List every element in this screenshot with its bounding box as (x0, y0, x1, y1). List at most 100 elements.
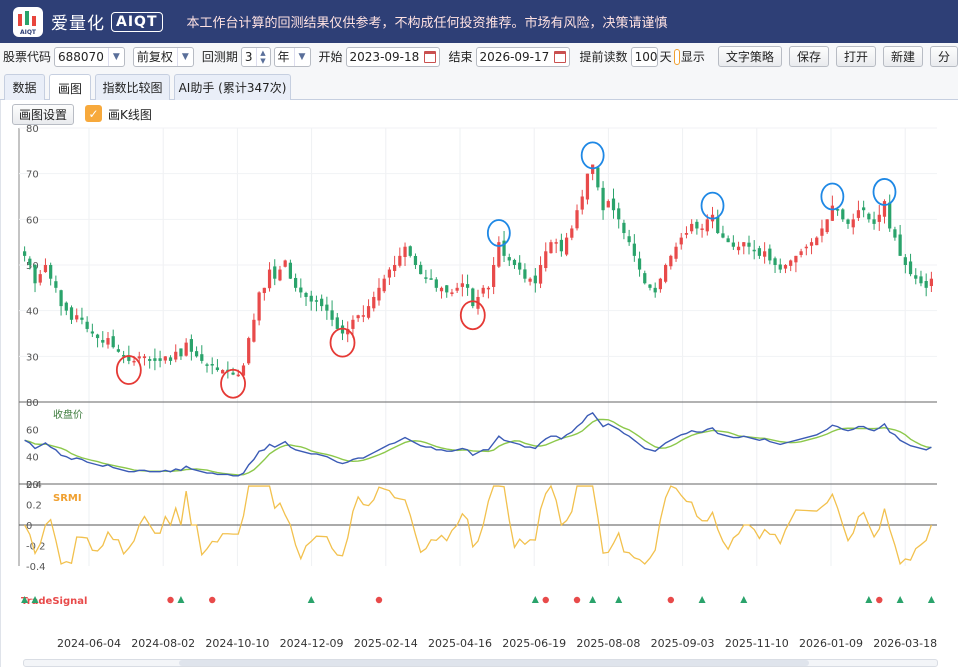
candle (632, 243, 636, 256)
chevron-down-icon[interactable]: ▼ (293, 47, 310, 66)
candle (387, 269, 392, 278)
candle (142, 356, 147, 359)
candle (929, 278, 934, 287)
candle (763, 251, 767, 257)
chart-settings-button[interactable]: 画图设置 (12, 104, 75, 125)
stock-code-select[interactable]: 688070 ▼ (54, 46, 125, 67)
candle (606, 201, 610, 208)
candle (497, 242, 501, 267)
candle (189, 339, 193, 352)
new-button[interactable]: 新建 (882, 46, 923, 67)
tab-data[interactable]: 数据 (4, 74, 45, 100)
candle (903, 257, 907, 265)
candle (882, 201, 887, 217)
scrollbar-thumb[interactable] (179, 660, 809, 666)
buy-signal-marker (307, 596, 315, 603)
candle (809, 242, 814, 246)
period-value: 3 (244, 49, 253, 64)
candle (617, 208, 621, 220)
app-logo[interactable]: AIQT (13, 6, 43, 37)
candle (690, 223, 694, 232)
buy-signal-marker (589, 596, 597, 603)
open-button[interactable]: 打开 (835, 46, 876, 67)
preread-label: 提前读数 (579, 50, 628, 64)
peak-marker (580, 141, 605, 170)
candle (122, 355, 126, 357)
stepper-arrows-icon[interactable]: ▲ ▼ (255, 47, 270, 66)
candle (236, 374, 240, 377)
period-unit-select[interactable]: 年 ▼ (273, 46, 311, 67)
candle (663, 265, 668, 282)
chart-scrollbar[interactable] (23, 659, 938, 667)
end-label: 结束 (448, 50, 473, 64)
stock-chart[interactable]: 2024-06-04 2024-08-02 2024-10-10 2024-12-09… (1, 100, 958, 667)
tab-chart[interactable]: 画图 (49, 74, 91, 101)
candle (49, 265, 53, 279)
adjust-select[interactable]: 前复权 ▼ (132, 46, 194, 67)
candle (512, 259, 517, 265)
text-strategy-button[interactable]: 文字策略 (717, 46, 782, 67)
candle (351, 319, 355, 329)
buy-signal-marker (927, 596, 935, 603)
srmi-line (24, 484, 933, 566)
candle (293, 277, 298, 288)
candle (773, 258, 777, 265)
candle (148, 359, 152, 361)
candle (439, 287, 444, 292)
y-tick-label: -0.4 (26, 562, 46, 573)
x-tick-label: 2024-06-04 (57, 637, 121, 650)
x-tick-label: 2025-06-19 (502, 637, 566, 650)
preread-field[interactable]: 100 (630, 46, 658, 67)
candle (210, 364, 214, 366)
kline-checkbox[interactable]: ✓ (85, 105, 102, 122)
candle (679, 237, 683, 245)
sell-signal-marker (375, 596, 383, 604)
candle (309, 295, 313, 302)
save-button[interactable]: 保存 (788, 46, 829, 67)
candle (33, 264, 37, 284)
candle (726, 238, 730, 243)
period-label: 回测期 (201, 50, 238, 64)
more-button[interactable]: 分 (929, 46, 958, 67)
candle (450, 292, 454, 295)
candle (101, 339, 105, 343)
candle (851, 219, 855, 228)
candle (856, 210, 861, 218)
tab-index-compare[interactable]: 指数比较图 (95, 74, 170, 100)
start-date-field[interactable]: 2023-09-18 (345, 46, 440, 67)
candle (247, 338, 251, 364)
close-line (24, 412, 932, 477)
period-stepper[interactable]: 3 ▲ ▼ (240, 46, 271, 67)
candle (429, 278, 433, 280)
candle (116, 349, 121, 352)
candle (747, 242, 751, 247)
candle (919, 276, 923, 284)
x-tick-label: 2024-10-10 (205, 637, 269, 650)
chevron-down-icon[interactable]: ▼ (107, 47, 124, 66)
candle (716, 216, 720, 234)
candle (455, 287, 459, 291)
candle (794, 255, 798, 263)
peak-marker (486, 219, 511, 247)
end-date-field[interactable]: 2026-09-17 (475, 46, 570, 67)
candle (408, 246, 412, 256)
candle (669, 255, 673, 267)
show-checkbox[interactable] (673, 48, 680, 65)
candle (403, 246, 407, 258)
candle (580, 196, 584, 210)
tab-ai-assistant[interactable]: AI助手 (累计347次) (174, 74, 291, 100)
ma-line (24, 418, 932, 476)
calendar-icon[interactable] (424, 50, 436, 63)
candle (502, 240, 506, 256)
period-unit-value: 年 (277, 50, 290, 64)
candle (64, 302, 68, 311)
candle (174, 351, 178, 360)
calendar-icon[interactable] (554, 50, 566, 63)
candle (252, 319, 256, 342)
start-date-value: 2023-09-18 (349, 49, 420, 64)
preread-value: 100 (634, 49, 658, 64)
candle (893, 229, 897, 238)
candle (95, 334, 100, 339)
y-tick-label: 60 (26, 215, 39, 226)
chevron-down-icon[interactable]: ▼ (176, 47, 193, 66)
